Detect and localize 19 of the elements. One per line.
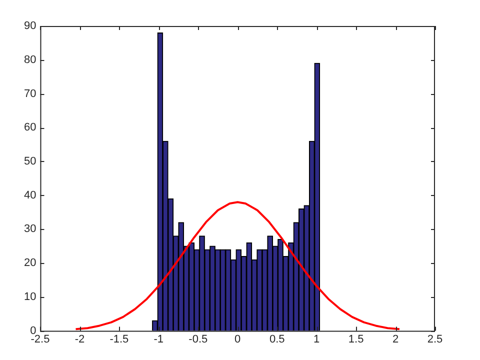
x-tick-label: 2.5 bbox=[427, 333, 443, 346]
x-tick-label: -0.5 bbox=[188, 333, 208, 346]
y-tick-label: 40 bbox=[24, 189, 36, 202]
y-tick-label: 70 bbox=[24, 88, 36, 100]
y-tick-label: 30 bbox=[24, 223, 36, 236]
y-tick-label: 10 bbox=[24, 290, 36, 303]
y-tick-label: 60 bbox=[24, 122, 36, 134]
x-tick-label: -1 bbox=[154, 333, 164, 346]
y-tick-label: 80 bbox=[24, 54, 36, 66]
x-tick-label: 2 bbox=[392, 333, 399, 346]
y-tick-label: 90 bbox=[24, 20, 36, 32]
x-tick-label: 1.5 bbox=[348, 333, 364, 346]
x-tick-label: -1.5 bbox=[110, 333, 129, 346]
y-tick-label: 20 bbox=[24, 257, 36, 270]
x-tick-label: 0 bbox=[234, 333, 241, 346]
x-tick-label: 0.5 bbox=[269, 333, 285, 346]
y-tick-label: 50 bbox=[24, 156, 36, 168]
x-tick-label: -2 bbox=[74, 333, 85, 346]
x-tick-label: 1 bbox=[314, 333, 320, 346]
